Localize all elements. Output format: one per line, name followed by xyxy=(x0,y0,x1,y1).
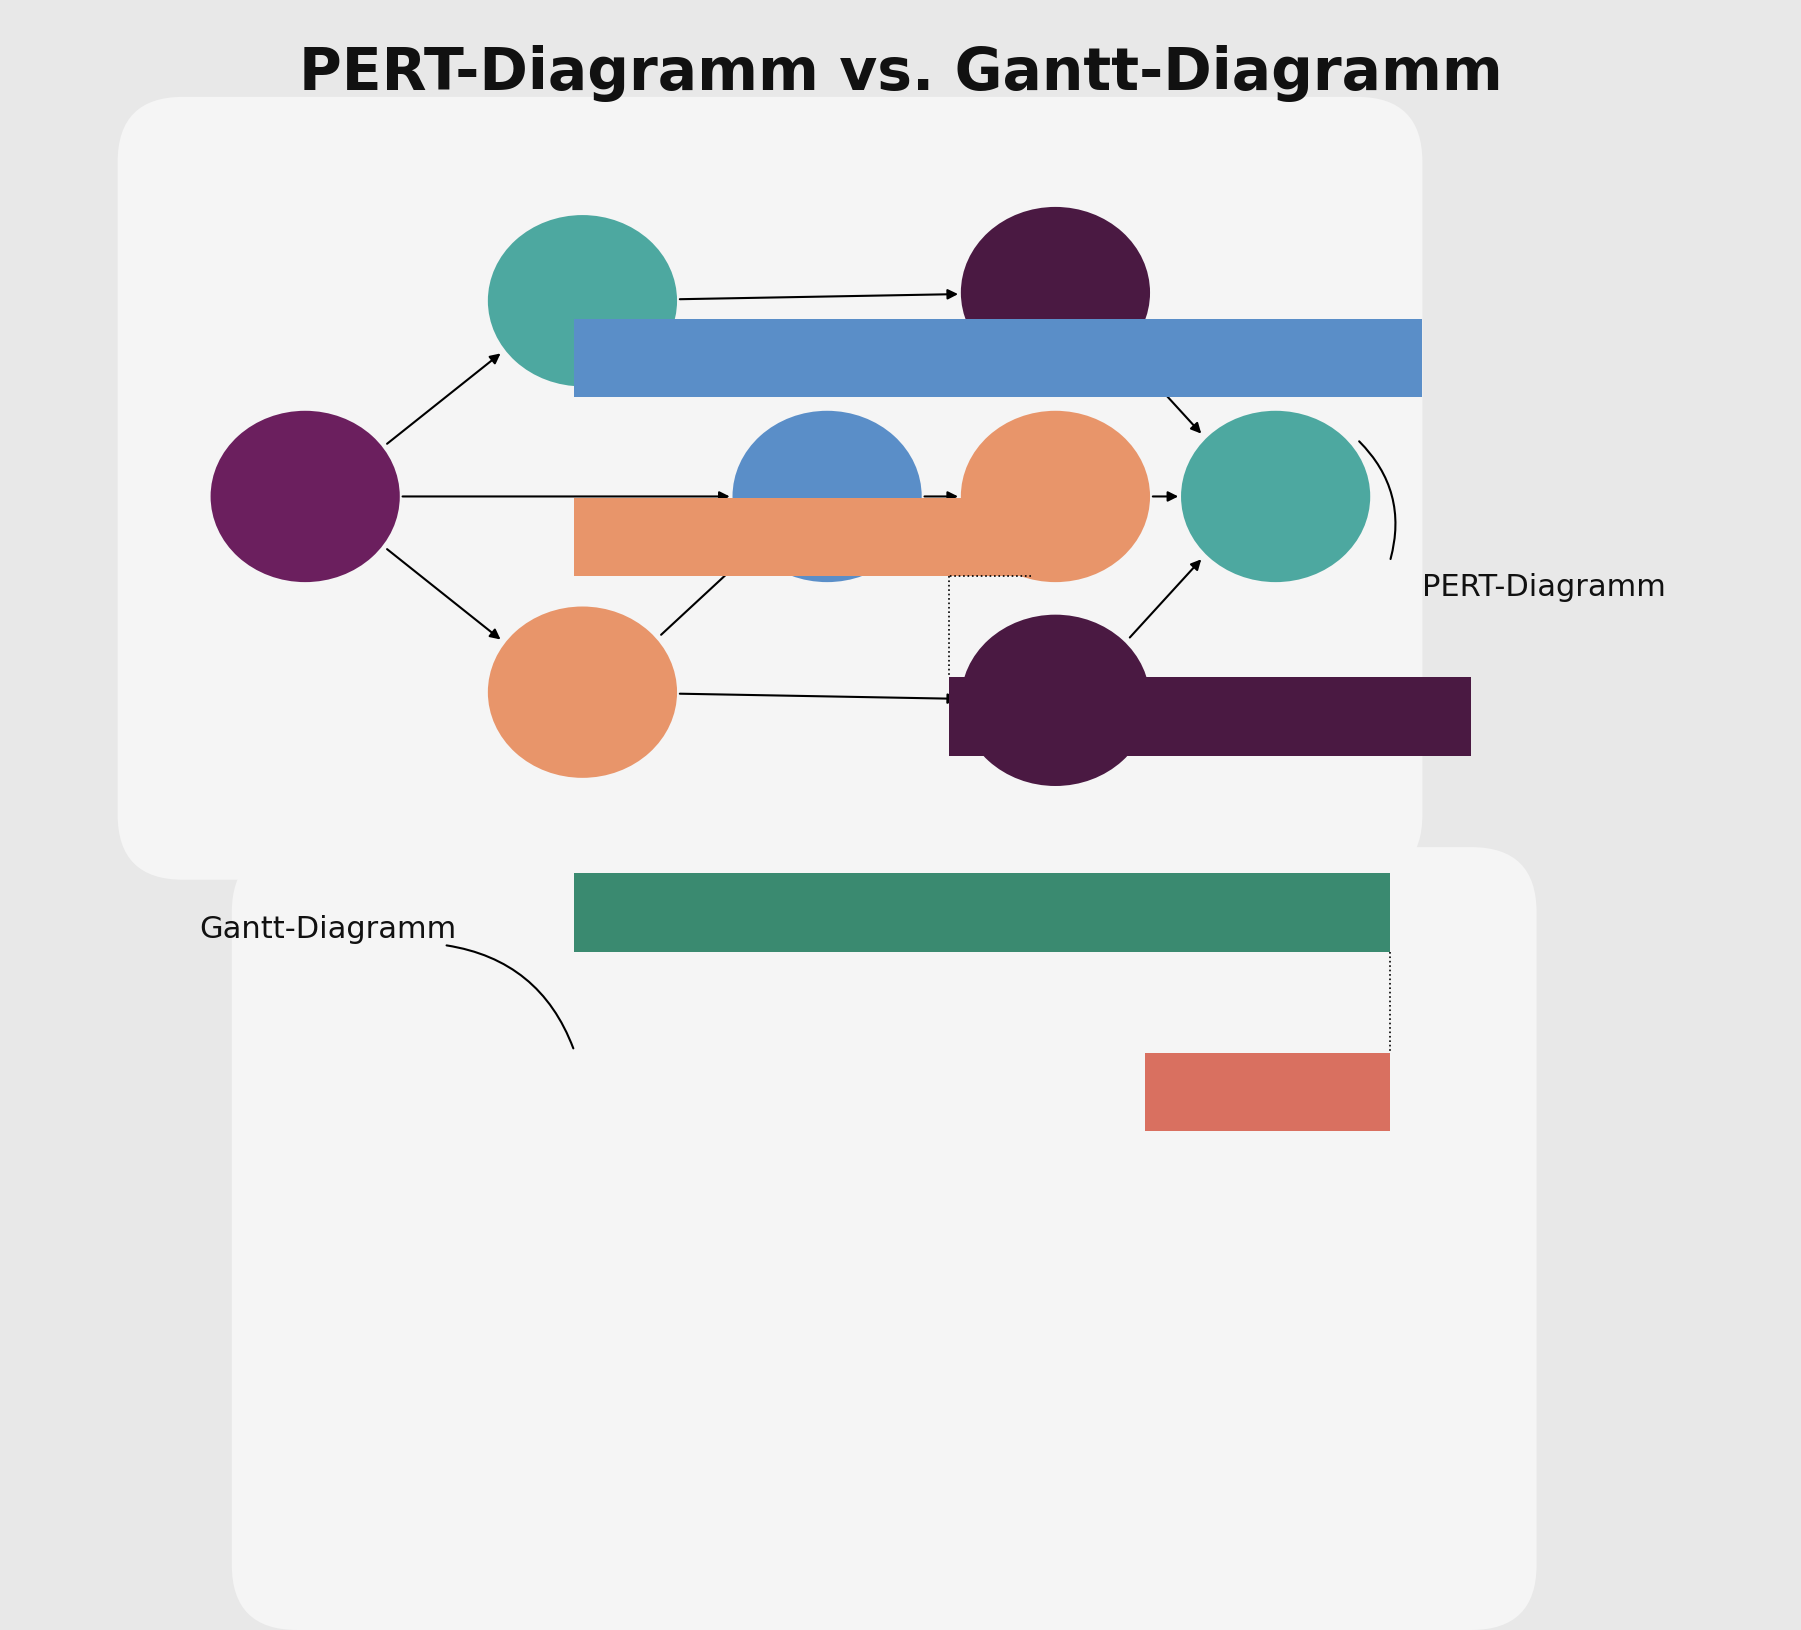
FancyBboxPatch shape xyxy=(232,848,1536,1630)
Ellipse shape xyxy=(1181,411,1371,584)
Text: Gantt-Diagramm: Gantt-Diagramm xyxy=(200,914,456,944)
FancyBboxPatch shape xyxy=(949,678,1471,756)
FancyBboxPatch shape xyxy=(117,98,1423,880)
FancyBboxPatch shape xyxy=(575,874,1390,952)
Ellipse shape xyxy=(962,207,1151,380)
Ellipse shape xyxy=(962,615,1151,787)
Text: PERT-Diagramm: PERT-Diagramm xyxy=(1423,572,1666,601)
Ellipse shape xyxy=(211,411,400,584)
Ellipse shape xyxy=(488,215,677,388)
Text: PERT-Diagramm vs. Gantt-Diagramm: PERT-Diagramm vs. Gantt-Diagramm xyxy=(299,46,1502,101)
FancyBboxPatch shape xyxy=(575,319,1423,398)
Ellipse shape xyxy=(733,411,922,584)
FancyBboxPatch shape xyxy=(575,499,1030,577)
Ellipse shape xyxy=(488,606,677,779)
FancyBboxPatch shape xyxy=(1145,1053,1390,1131)
Ellipse shape xyxy=(962,411,1151,584)
